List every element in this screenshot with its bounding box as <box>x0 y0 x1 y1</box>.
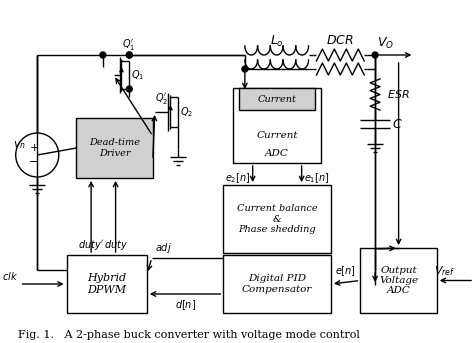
Text: Digital PID
Compensator: Digital PID Compensator <box>242 274 312 294</box>
Text: $DCR$: $DCR$ <box>327 35 354 47</box>
Text: $Q_1'$: $Q_1'$ <box>122 37 136 52</box>
Text: $V_{ref}$: $V_{ref}$ <box>434 264 456 277</box>
Text: Dead-time
Driver: Dead-time Driver <box>89 138 140 158</box>
Text: +: + <box>30 143 39 153</box>
Text: Current: Current <box>256 131 298 141</box>
FancyBboxPatch shape <box>233 88 321 163</box>
Text: $v_n$: $v_n$ <box>13 139 26 151</box>
FancyBboxPatch shape <box>76 118 153 178</box>
FancyBboxPatch shape <box>223 255 331 313</box>
Text: $clk$: $clk$ <box>1 270 18 282</box>
Text: $Q_2'$: $Q_2'$ <box>155 91 168 106</box>
FancyBboxPatch shape <box>223 185 331 253</box>
Text: −: − <box>29 155 39 168</box>
Text: $C$: $C$ <box>392 118 402 130</box>
Circle shape <box>242 66 248 72</box>
Text: Current balance
&
Phase shedding: Current balance & Phase shedding <box>237 204 318 234</box>
FancyBboxPatch shape <box>360 248 437 313</box>
FancyBboxPatch shape <box>67 255 147 313</box>
Circle shape <box>100 52 106 58</box>
Text: $Q_1$: $Q_1$ <box>131 68 145 82</box>
Text: Hybrid
DPWM: Hybrid DPWM <box>87 273 127 295</box>
Circle shape <box>372 52 378 58</box>
Text: $L_o$: $L_o$ <box>270 34 283 49</box>
Text: Output
Voltage
ADC: Output Voltage ADC <box>379 265 418 295</box>
Text: $Q_2$: $Q_2$ <box>180 105 193 119</box>
Text: $e_2[n]$: $e_2[n]$ <box>225 171 251 185</box>
Text: $adj$: $adj$ <box>155 241 172 255</box>
Text: ADC: ADC <box>265 150 289 158</box>
Circle shape <box>127 52 132 58</box>
Text: $duty'$: $duty'$ <box>78 238 104 252</box>
FancyBboxPatch shape <box>239 88 315 110</box>
Text: Current: Current <box>258 95 297 104</box>
Text: $e[n]$: $e[n]$ <box>335 264 356 277</box>
Circle shape <box>127 52 132 58</box>
Text: $d[n]$: $d[n]$ <box>174 298 196 312</box>
Text: $V_O$: $V_O$ <box>377 35 394 50</box>
Text: $duty$: $duty$ <box>103 238 128 252</box>
Circle shape <box>127 86 132 92</box>
Text: $ESR$: $ESR$ <box>387 88 410 100</box>
Text: $e_1[n]$: $e_1[n]$ <box>304 171 329 185</box>
Text: Fig. 1.   A 2-phase buck converter with voltage mode control: Fig. 1. A 2-phase buck converter with vo… <box>18 330 360 340</box>
